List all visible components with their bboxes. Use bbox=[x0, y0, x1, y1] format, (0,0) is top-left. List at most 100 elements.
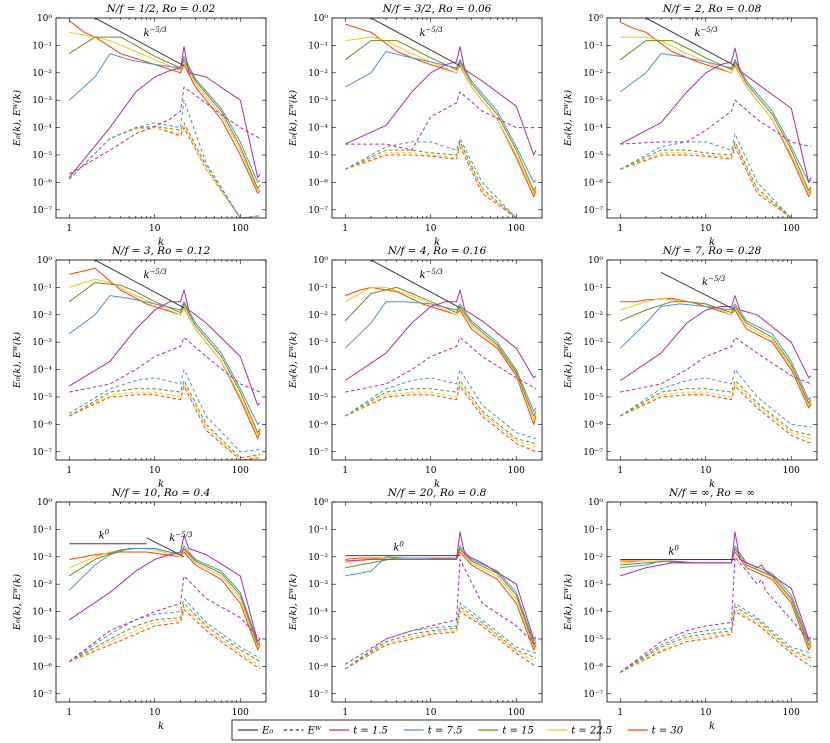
x-axis-label: k bbox=[434, 479, 440, 490]
legend-label: t = 7.5 bbox=[428, 726, 463, 737]
series-t1-5-e0-line bbox=[344, 289, 537, 381]
y-tick-label: 10⁻⁵ bbox=[32, 151, 52, 161]
panel-1: N/f = 1/2, Ro = 0.02 k−5/3 1 10 100 k 10⁰ 10⁻¹ 1… bbox=[12, 3, 267, 248]
panel-title: N/f = 3/2, Ro = 0.06 bbox=[382, 3, 492, 15]
x-tick-label: 10 bbox=[425, 708, 437, 718]
y-tick-label: 10⁻¹ bbox=[32, 41, 52, 51]
series-t7-5-ew-line bbox=[619, 133, 811, 218]
y-tick-label: 10⁻¹ bbox=[583, 41, 603, 51]
series-t30-ew-line bbox=[344, 611, 537, 670]
plot-area bbox=[619, 295, 812, 444]
series-t7-5-ew-line bbox=[619, 602, 812, 673]
guide-k-minus-5-3-line bbox=[645, 17, 736, 67]
series-t1-5-e0-line bbox=[344, 46, 537, 156]
plot-frame bbox=[331, 17, 543, 219]
y-tick-label: 10⁻³ bbox=[583, 338, 603, 348]
panel-title: N/f = 10, Ro = 0.4 bbox=[111, 487, 211, 499]
y-tick-label: 10⁻² bbox=[308, 311, 328, 321]
series-t30-ew-line bbox=[620, 146, 811, 218]
guide-label-exponent: −5/3 bbox=[426, 26, 444, 34]
y-tick-label: 10⁻² bbox=[583, 69, 603, 79]
guide-label-k-5-3: k−5/3 bbox=[144, 26, 168, 39]
series-t22-5-e0-line bbox=[69, 548, 261, 648]
plot-frame bbox=[606, 17, 818, 219]
plot-area bbox=[344, 531, 537, 670]
series-t22-5-e0-line bbox=[620, 36, 812, 194]
plot-area bbox=[619, 21, 812, 218]
series-t15-e0-line bbox=[68, 282, 261, 434]
series-t7-5-ew-line bbox=[68, 369, 261, 453]
y-tick-label: 10⁻⁵ bbox=[32, 393, 52, 403]
y-tick-label: 10⁻⁴ bbox=[583, 366, 603, 376]
y-tick-label: 10⁻⁷ bbox=[583, 206, 603, 216]
x-tick-label: 100 bbox=[783, 224, 800, 234]
series-t1-5-ew-line bbox=[620, 336, 812, 393]
plot-area bbox=[68, 20, 261, 218]
guide-label-exponent: −5/3 bbox=[426, 268, 444, 276]
series-t1-5-ew-line bbox=[345, 91, 536, 151]
y-tick-label: 10⁻⁷ bbox=[32, 448, 52, 458]
series-t30-ew-line bbox=[619, 385, 812, 444]
legend-label: E₀ bbox=[261, 726, 273, 737]
guide-label-exponent: 0 bbox=[674, 544, 679, 552]
series-t22-5-ew-line bbox=[68, 383, 261, 460]
guide-k-minus-5-3-line bbox=[94, 259, 185, 309]
guide-label-exponent: −5/3 bbox=[701, 26, 719, 34]
series-t15-e0-line bbox=[68, 36, 261, 189]
y-tick-label: 10⁻² bbox=[32, 311, 52, 321]
y-tick-label: 10⁻³ bbox=[583, 96, 603, 106]
y-axis-label: E₀(k), Eᵂ(k) bbox=[12, 574, 23, 632]
series-t22-5-ew-line bbox=[345, 143, 536, 218]
series-t15-e0-line bbox=[345, 548, 537, 646]
series-t22-5-e0-line bbox=[345, 36, 537, 194]
y-tick-label: 10⁻⁷ bbox=[308, 448, 328, 458]
series-t30-e0-line bbox=[345, 551, 537, 651]
legend-label: t = 1.5 bbox=[353, 726, 388, 737]
guide-label-k-5-3: k−5/3 bbox=[169, 531, 193, 544]
y-axis-label: E₀(k), Eᵂ(k) bbox=[288, 574, 299, 632]
y-tick-label: 10⁻⁷ bbox=[308, 206, 328, 216]
series-t1-5-e0-line bbox=[619, 47, 812, 183]
series-t30-ew-line bbox=[69, 608, 261, 670]
plot-area bbox=[68, 535, 261, 670]
panel-6: N/f = 7, Ro = 0.28 k−5/3 1 10 100 k 10⁰ 10⁻¹ 10⁻… bbox=[563, 245, 818, 490]
plot-frame bbox=[331, 259, 543, 461]
y-tick-label: 10⁻⁶ bbox=[308, 662, 328, 672]
y-axis-label: E₀(k), Eᵂ(k) bbox=[288, 332, 299, 390]
panel-title: N/f = 4, Ro = 0.16 bbox=[387, 245, 487, 257]
guide-label-exponent: 0 bbox=[105, 529, 110, 537]
legend-label: t = 15 bbox=[502, 726, 533, 737]
plot-area bbox=[344, 23, 537, 218]
guide-label-k0: k0 bbox=[99, 529, 110, 542]
guide-label-k-5-3: k−5/3 bbox=[420, 268, 444, 281]
y-tick-label: 10⁻³ bbox=[32, 96, 52, 106]
series-t1-5-ew-line bbox=[68, 575, 261, 662]
panel-8: N/f = 20, Ro = 0.8k0110100k10⁰10⁻¹10⁻²10… bbox=[288, 487, 543, 732]
series-t7-5-e0-line bbox=[68, 545, 261, 643]
panel-title: N/f = 3, Ro = 0.12 bbox=[111, 245, 211, 257]
y-tick-label: 10⁻⁶ bbox=[308, 420, 328, 430]
y-tick-label: 10⁻⁴ bbox=[32, 124, 52, 134]
y-tick-label: 10⁻² bbox=[583, 553, 603, 563]
panel-4: N/f = 3, Ro = 0.12 k−5/3 1 10 100 k 10⁰ 10⁻¹ 10⁻… bbox=[12, 245, 267, 490]
x-tick-label: 100 bbox=[508, 466, 525, 476]
x-tick-label: 10 bbox=[425, 224, 437, 234]
panel-7: N/f = 10, Ro = 0.4 k−5/3 k0 1 10 100 k 10⁰ 10⁻¹ 1… bbox=[12, 487, 267, 732]
guide-label-exponent: −5/3 bbox=[150, 26, 168, 34]
plot-area bbox=[344, 286, 537, 453]
panel-title: N/f = 20, Ro = 0.8 bbox=[387, 487, 487, 499]
series-t30-ew-line bbox=[344, 385, 537, 453]
series-t15-ew-line bbox=[68, 380, 261, 459]
plot-area bbox=[619, 531, 812, 673]
plot-frame bbox=[606, 501, 818, 703]
series-t1-5-ew-line bbox=[344, 558, 537, 665]
x-tick-label: 10 bbox=[700, 708, 712, 718]
x-tick-label: 1 bbox=[342, 708, 348, 718]
y-tick-label: 10⁰ bbox=[37, 256, 52, 266]
series-t30-ew-line bbox=[68, 385, 261, 460]
y-tick-label: 10⁰ bbox=[313, 498, 328, 508]
y-axis-label: E₀(k), Eᵂ(k) bbox=[12, 332, 23, 390]
series-t15-e0-line bbox=[619, 40, 812, 192]
y-tick-label: 10⁻³ bbox=[308, 338, 328, 348]
x-tick-label: 100 bbox=[783, 708, 800, 718]
